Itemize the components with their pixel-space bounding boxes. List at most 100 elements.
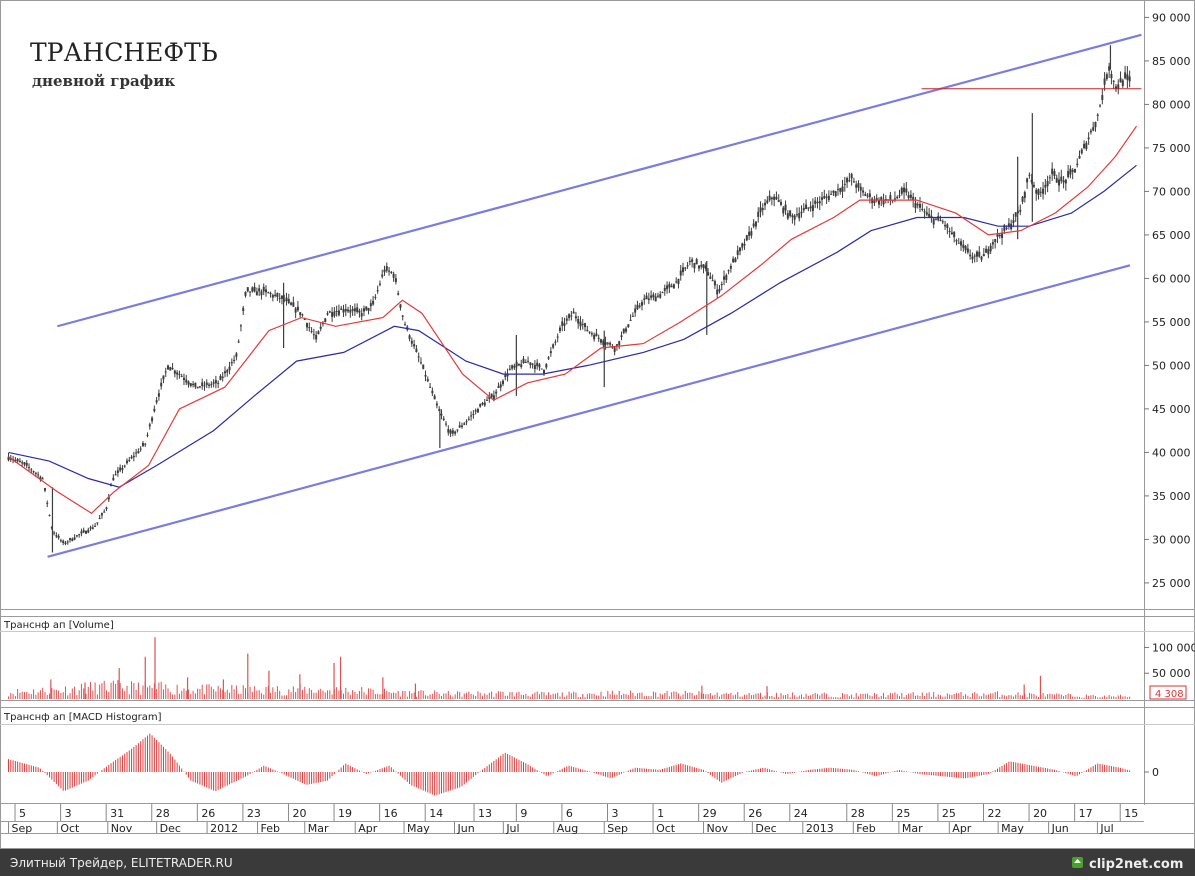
price-bar-body (697, 265, 700, 269)
price-bar-body (693, 263, 696, 269)
price-bar-body (654, 296, 657, 302)
price-y-tick-label: 90 000 (1152, 11, 1191, 24)
volume-y-axis: 100 000 50 000 (1144, 641, 1195, 680)
price-bar-body (754, 221, 757, 227)
price-bar-body (429, 386, 432, 388)
price-bar-body (440, 413, 443, 416)
price-bar-body (1021, 196, 1024, 202)
moving-average-slow (8, 164, 1137, 488)
date-month-label: Nov (111, 822, 133, 835)
price-bar-body (743, 243, 746, 246)
price-bar-body (766, 200, 769, 203)
price-bar-body (677, 278, 680, 285)
price-bar-body (750, 231, 753, 236)
price-bar-body (877, 200, 880, 205)
volume-y-tick-label: 100 000 (1152, 641, 1195, 654)
price-bar-body (287, 298, 290, 304)
price-bar-body (340, 308, 343, 310)
price-bar-body (1103, 78, 1106, 85)
price-bar-body (1037, 189, 1040, 196)
price-bar-body (337, 310, 340, 316)
price-bar-body (192, 383, 195, 386)
price-bar-body (87, 529, 90, 533)
price-bar-body (75, 535, 78, 537)
price-bar-body (132, 455, 135, 458)
price-bar-body (900, 187, 903, 194)
price-bar-body (1101, 95, 1104, 100)
price-bar-body (615, 344, 618, 346)
price-bar-body (934, 218, 937, 220)
price-bar-body (301, 314, 304, 316)
price-bar-body (923, 211, 926, 213)
price-bar-body (777, 200, 780, 203)
price-bar-body (214, 380, 217, 384)
price-bar-body (283, 299, 286, 301)
price-bar-body (1071, 170, 1074, 172)
price-bar-body (64, 542, 67, 545)
date-day-label: 3 (611, 807, 618, 820)
price-bar-body (757, 211, 760, 217)
price-bar-body (481, 402, 484, 405)
price-bar-body (691, 259, 694, 262)
price-bar-body (702, 264, 705, 268)
price-bar-body (700, 264, 703, 267)
price-bar-body (417, 356, 420, 358)
price-bar-body (467, 418, 470, 420)
price-bar-body (782, 207, 785, 214)
price-bar-body (625, 328, 628, 332)
price-bar-body (374, 296, 377, 298)
volume-y-tick-label: 50 000 (1152, 667, 1191, 680)
date-day-label: 28 (156, 807, 170, 820)
price-bar-body (1055, 177, 1058, 183)
price-bar-body (805, 204, 808, 210)
price-bar-body (846, 178, 849, 183)
price-bar-body (410, 340, 413, 344)
price-bar-body (989, 245, 992, 252)
price-bar-body (290, 302, 293, 305)
price-bar-body (994, 238, 997, 242)
price-bar-body (353, 308, 356, 312)
price-bar-body (315, 335, 318, 340)
price-bar-body (501, 380, 504, 385)
price-bar-body (278, 297, 281, 299)
price-bar-body (358, 310, 361, 313)
price-bar-body (656, 295, 659, 297)
price-bar-body (217, 382, 220, 384)
price-bar-body (713, 281, 716, 286)
price-bar-body (333, 311, 336, 316)
price-bar-body (189, 383, 192, 386)
volume-current-badge: 4 308 (1149, 685, 1187, 700)
price-bar-body (791, 215, 794, 217)
price-bar-body (497, 386, 500, 389)
price-bar-body (210, 384, 213, 386)
price-bar-body (59, 540, 62, 542)
date-month-label: Mar (902, 822, 923, 835)
price-bar-body (650, 295, 653, 298)
price-bar-body (94, 525, 97, 527)
price-bar-body (294, 308, 297, 313)
date-day-label: 19 (338, 807, 352, 820)
price-bar-body (957, 242, 960, 244)
price-bar-body (773, 196, 776, 200)
price-bar-body (775, 196, 778, 200)
price-bar-body (1032, 184, 1035, 187)
price-bar-body (244, 291, 247, 296)
price-bar-body (39, 476, 42, 480)
price-bar-body (135, 452, 138, 454)
price-bar-body (1062, 180, 1065, 183)
price-bars (7, 45, 1131, 553)
price-bar-body (1094, 121, 1097, 128)
price-bar-body (789, 210, 792, 216)
date-month-label: Apr (358, 822, 378, 835)
price-y-tick-label: 30 000 (1152, 533, 1191, 546)
price-bar-body (169, 367, 172, 371)
price-bar-body (28, 467, 31, 469)
price-bar-body (1060, 176, 1063, 182)
price-bar-body (53, 532, 56, 534)
price-bar-body (1105, 74, 1108, 80)
price-bar-body (306, 323, 309, 328)
price-bar-body (839, 188, 842, 192)
price-bar-body (1076, 163, 1079, 166)
price-bar-body (786, 213, 789, 219)
price-bar-body (563, 323, 566, 326)
